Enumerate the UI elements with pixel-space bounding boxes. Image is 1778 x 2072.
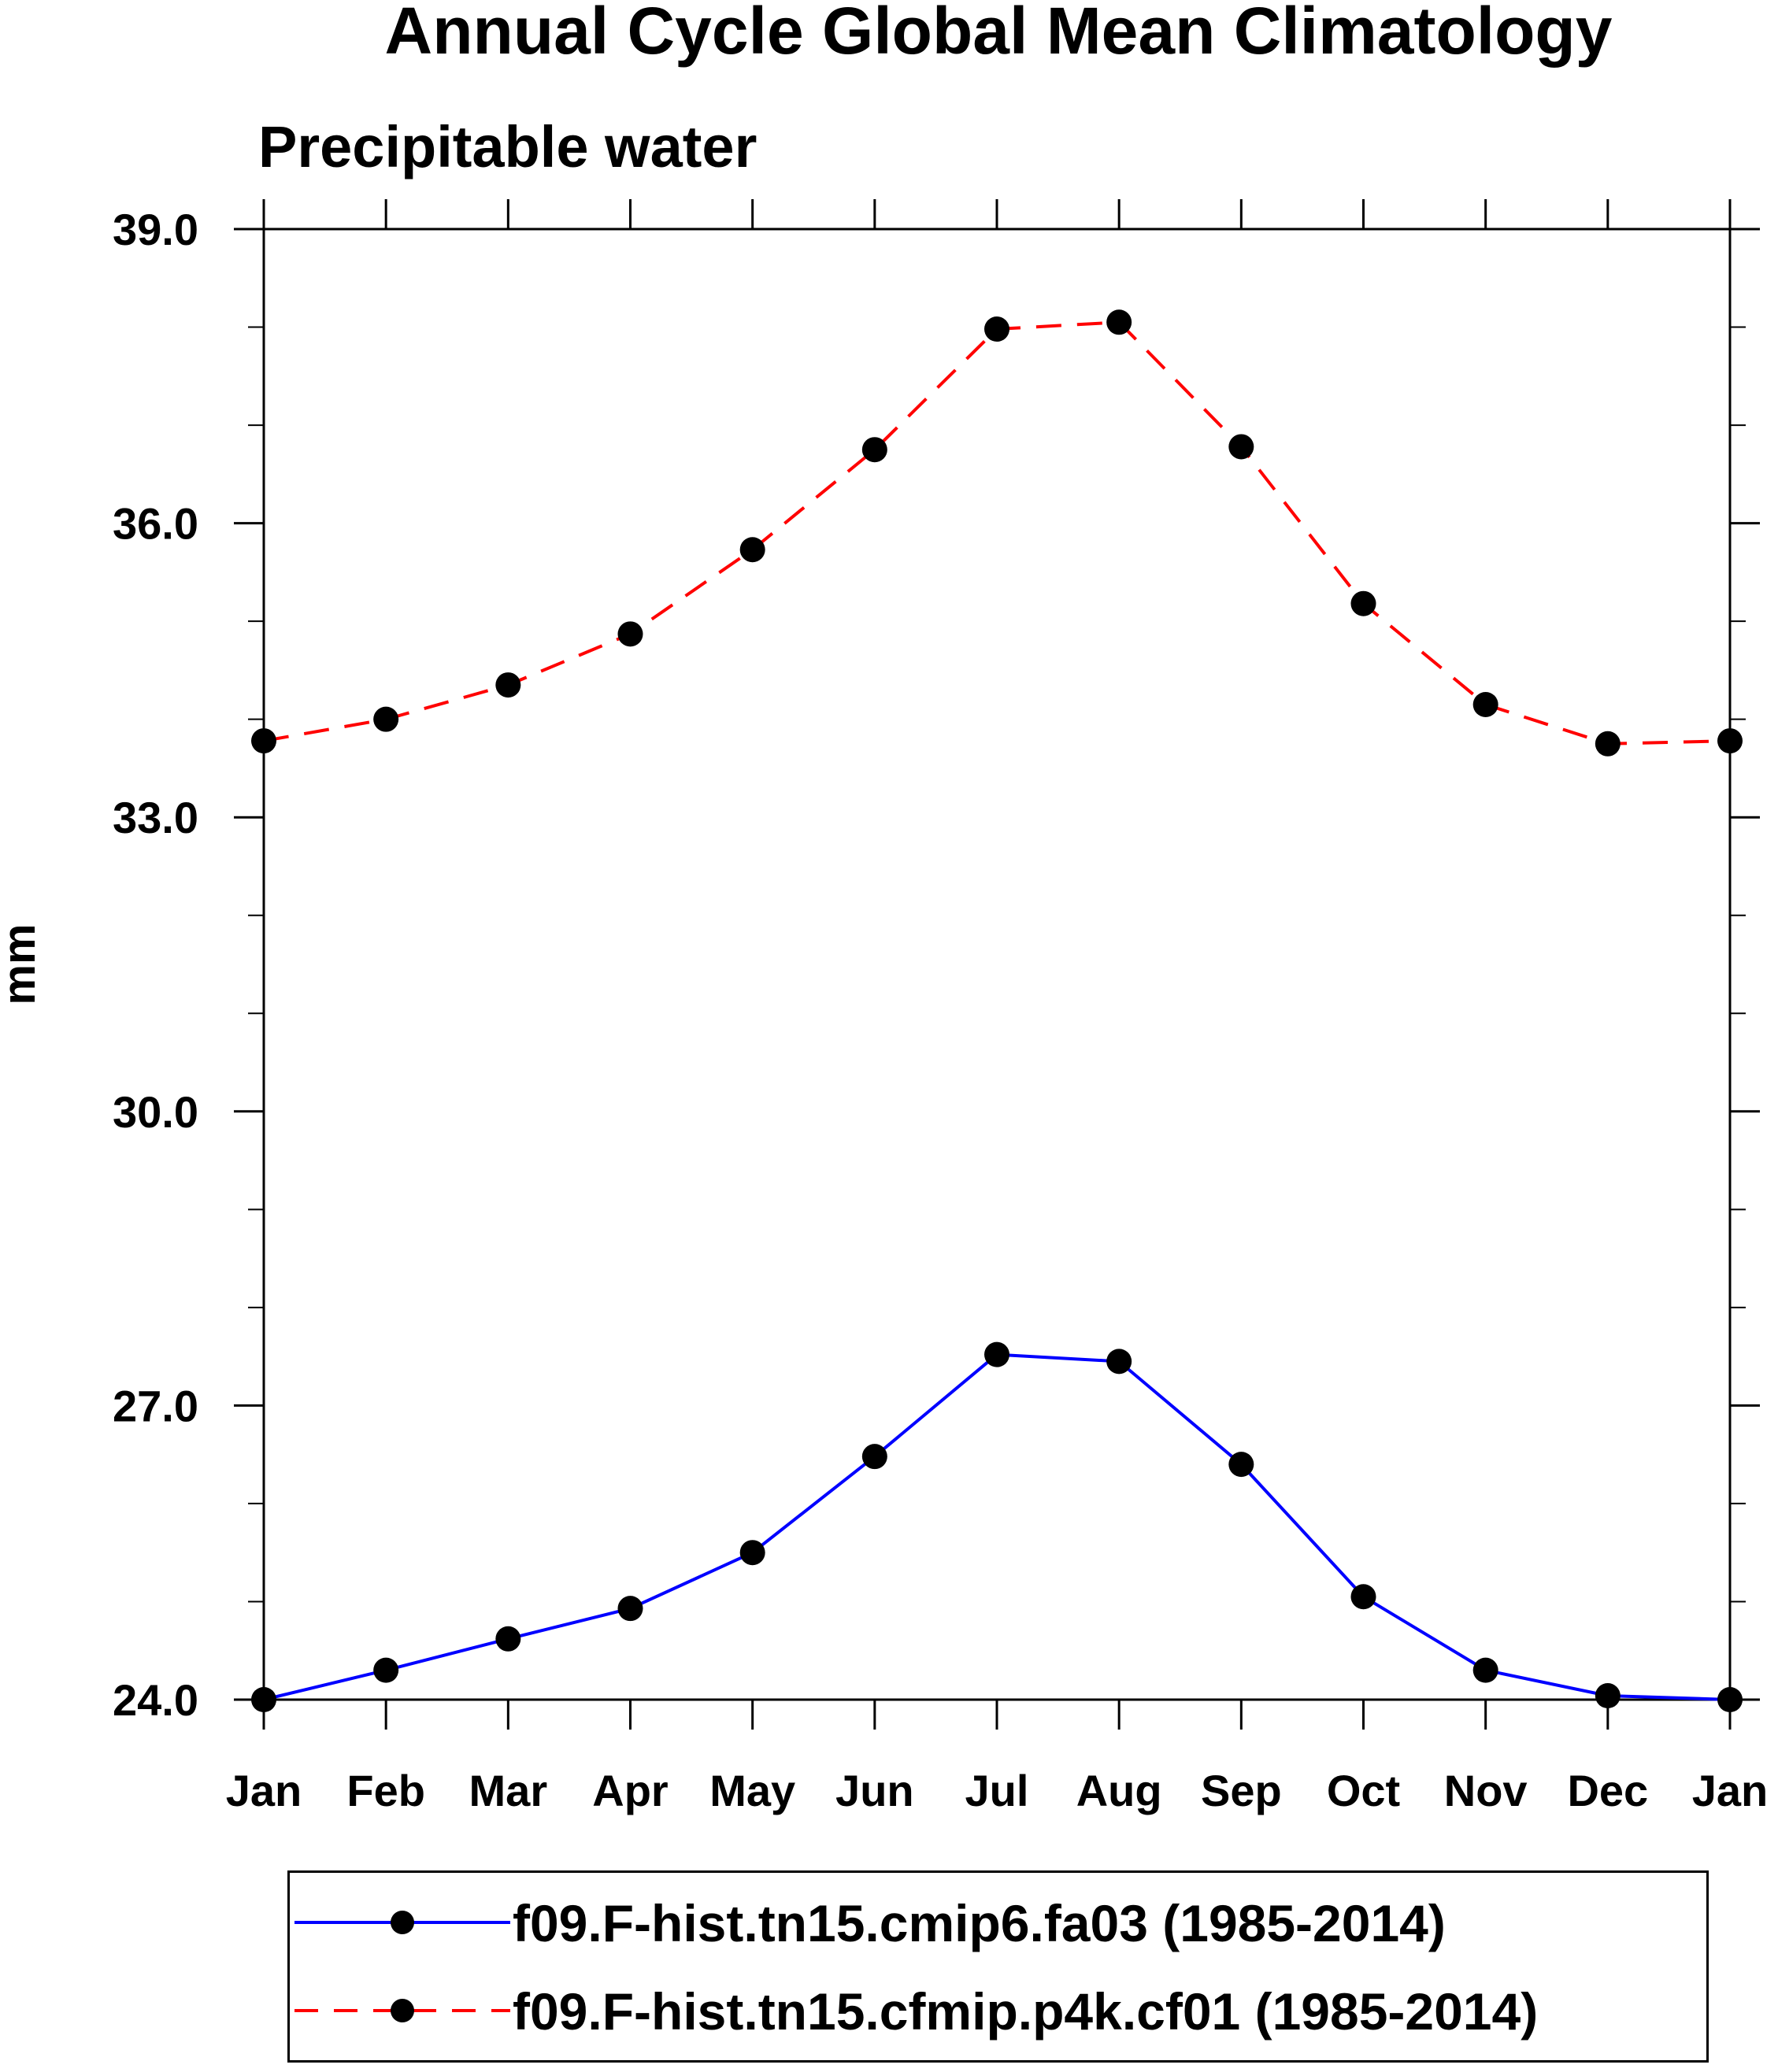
data-point xyxy=(1228,434,1254,460)
data-point xyxy=(739,537,765,563)
x-tick-label: May xyxy=(709,1766,795,1815)
data-point xyxy=(1595,1683,1621,1709)
data-point xyxy=(373,1657,399,1683)
legend-label-series-2: f09.F-hist.tn15.cfmip.p4k.cf01 (1985-201… xyxy=(513,1982,1539,2041)
legend-label-series-1: f09.F-hist.tn15.cmip6.fa03 (1985-2014) xyxy=(513,1894,1446,1952)
data-point xyxy=(1350,1584,1376,1610)
data-point xyxy=(495,1626,521,1652)
y-axis-label: mm xyxy=(0,923,45,1005)
data-point xyxy=(984,1341,1009,1367)
plot-frame xyxy=(262,228,1732,1701)
data-point xyxy=(617,621,643,647)
axis-ticks: Jan Feb Mar Apr May Jun Jul Aug Sep Oct Nov Dec Jan 2… xyxy=(113,199,1768,1815)
x-tick-label: Aug xyxy=(1076,1766,1162,1815)
data-point xyxy=(495,672,521,698)
data-point xyxy=(373,706,399,732)
x-tick-label: Dec xyxy=(1567,1766,1648,1815)
data-point xyxy=(1350,590,1376,616)
x-tick-label: Nov xyxy=(1444,1766,1528,1815)
y-tick-label: 27.0 xyxy=(113,1381,198,1430)
chart-subtitle: Precipitable water xyxy=(258,114,757,179)
data-point xyxy=(1106,1349,1132,1375)
legend-swatch-series-1 xyxy=(294,1911,510,1934)
y-tick-label: 39.0 xyxy=(113,205,198,254)
legend: f09.F-hist.tn15.cmip6.fa03 (1985-2014) f… xyxy=(287,1870,1709,2063)
data-point xyxy=(251,1687,276,1712)
legend-swatch-series-2 xyxy=(294,1999,510,2022)
y-tick-label: 33.0 xyxy=(113,793,198,842)
y-tick-label: 30.0 xyxy=(113,1087,198,1137)
legend-entry-series-2: f09.F-hist.tn15.cfmip.p4k.cf01 (1985-201… xyxy=(290,1967,1706,2054)
data-point xyxy=(861,1444,887,1470)
legend-entry-series-1: f09.F-hist.tn15.cmip6.fa03 (1985-2014) xyxy=(290,1879,1706,1966)
x-tick-label: Jan xyxy=(226,1766,302,1815)
data-point xyxy=(1106,309,1132,335)
y-tick-label: 36.0 xyxy=(113,499,198,549)
series-layer xyxy=(251,309,1743,1712)
data-point xyxy=(1472,1657,1498,1683)
data-point xyxy=(1595,731,1621,757)
series-line-2 xyxy=(263,320,1731,746)
x-tick-label: Jun xyxy=(835,1766,914,1815)
data-point xyxy=(1472,691,1498,717)
data-point xyxy=(251,728,276,754)
data-point xyxy=(1228,1452,1254,1478)
data-point xyxy=(861,437,887,463)
x-tick-label: Oct xyxy=(1327,1766,1400,1815)
x-tick-label: Feb xyxy=(346,1766,425,1815)
x-tick-label: Jul xyxy=(965,1766,1029,1815)
data-point xyxy=(617,1596,643,1622)
x-tick-label: Mar xyxy=(469,1766,548,1815)
data-point xyxy=(1717,728,1743,754)
x-tick-label: Jan xyxy=(1692,1766,1769,1815)
y-tick-label: 24.0 xyxy=(113,1675,198,1725)
data-point xyxy=(739,1540,765,1566)
series-line-1 xyxy=(263,1352,1731,1701)
chart-title: Annual Cycle Global Mean Climatology xyxy=(385,0,1613,68)
data-point xyxy=(1717,1687,1743,1712)
x-tick-label: Apr xyxy=(592,1766,668,1815)
x-tick-label: Sep xyxy=(1201,1766,1282,1815)
data-point xyxy=(984,316,1009,342)
